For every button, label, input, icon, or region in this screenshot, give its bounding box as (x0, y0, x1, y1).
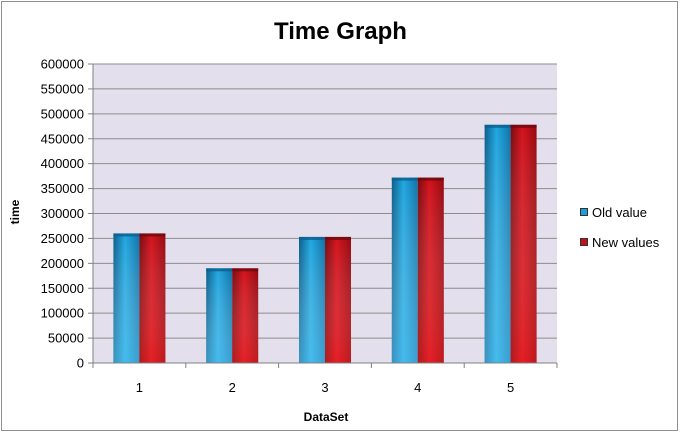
y-tick-label-400000: 400000 (41, 156, 84, 171)
bar-top (484, 124, 511, 128)
bar-old-value-1 (113, 233, 140, 363)
x-tick-label-1: 1 (136, 380, 143, 395)
axes: 0500001000001500002000002500003000003500… (41, 57, 558, 395)
bar-shine (510, 124, 537, 364)
x-tick-label-5: 5 (507, 380, 514, 395)
x-tick-label-2: 2 (229, 380, 236, 395)
legend-label-new-values: New values (592, 234, 660, 250)
bar-shine (139, 233, 166, 363)
y-tick-label-0: 0 (77, 356, 84, 371)
bar-top (232, 268, 259, 272)
y-tick-label-600000: 600000 (41, 57, 84, 72)
bar-shine (391, 177, 418, 363)
y-tick-label-50000: 50000 (48, 331, 84, 346)
chart-title: Time Graph (274, 18, 407, 45)
bar-top (510, 124, 537, 128)
y-tick-label-550000: 550000 (41, 81, 84, 96)
y-tick-label-450000: 450000 (41, 131, 84, 146)
bar-new-values-1 (139, 233, 166, 363)
bar-shine (113, 233, 140, 363)
bar-top (325, 236, 351, 240)
bar-top (299, 236, 325, 240)
legend-item-old-value: Old value (580, 197, 659, 227)
legend-swatch-old-value (580, 208, 588, 216)
bar-shine (206, 268, 233, 363)
bar-old-value-5 (484, 124, 511, 364)
bar-new-values-2 (232, 268, 259, 363)
bar-shine (417, 177, 444, 363)
x-axis-label: DataSet (303, 410, 349, 424)
x-tick-label-3: 3 (321, 380, 328, 395)
legend-swatch-new-values (580, 238, 588, 246)
bar-shine (232, 268, 259, 363)
y-tick-label-200000: 200000 (41, 256, 84, 271)
bar-old-value-4 (391, 177, 418, 363)
y-tick-label-150000: 150000 (41, 281, 84, 296)
bar-shine (299, 236, 325, 363)
bar-top (139, 233, 166, 237)
y-tick-label-250000: 250000 (41, 231, 84, 246)
x-tick-label-4: 4 (414, 380, 421, 395)
y-tick-label-100000: 100000 (41, 306, 84, 321)
bar-new-values-4 (417, 177, 444, 363)
bar-top (113, 233, 140, 237)
y-tick-label-300000: 300000 (41, 206, 84, 221)
bar-shine (484, 124, 511, 364)
y-axis-label: time (8, 199, 22, 225)
legend-item-new-values: New values (580, 227, 659, 257)
legend: Old value New values (580, 197, 659, 257)
gridlines (93, 63, 557, 339)
legend-label-old-value: Old value (592, 204, 647, 220)
bar-old-value-2 (206, 268, 233, 363)
bars (113, 124, 537, 364)
bar-shine (325, 236, 351, 363)
y-tick-label-350000: 350000 (41, 181, 84, 196)
bar-top (391, 177, 418, 181)
bar-top (417, 177, 444, 181)
bar-top (206, 268, 233, 272)
bar-new-values-3 (325, 236, 351, 363)
bar-old-value-3 (299, 236, 325, 363)
y-tick-label-500000: 500000 (41, 106, 84, 121)
bar-new-values-5 (510, 124, 537, 364)
